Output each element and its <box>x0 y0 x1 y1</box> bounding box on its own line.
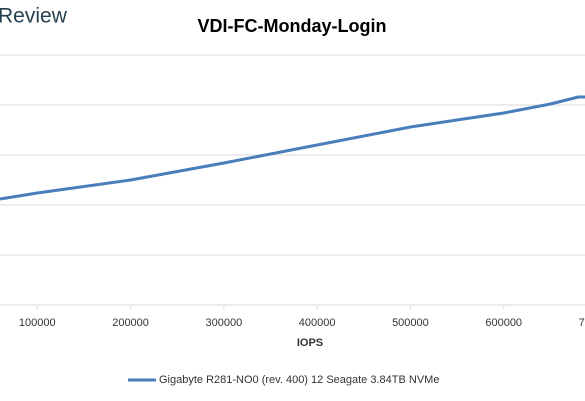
x-tick-label: 500000 <box>392 317 429 329</box>
x-tick-label: 700000 <box>579 317 585 329</box>
x-tick-label: 300000 <box>205 317 242 329</box>
x-tick-label: 400000 <box>299 317 336 329</box>
chart-title: VDI-FC-Monday-Login <box>198 16 387 36</box>
x-tick-label: 600000 <box>485 317 522 329</box>
x-tick-label: 100000 <box>19 317 56 329</box>
series-line <box>0 95 585 201</box>
brand-logo: Review <box>0 5 68 28</box>
legend-label: Gigabyte R281-NO0 (rev. 400) 12 Seagate … <box>159 374 439 386</box>
x-tick-label: 200000 <box>112 317 149 329</box>
x-axis-label: IOPS <box>297 337 323 349</box>
